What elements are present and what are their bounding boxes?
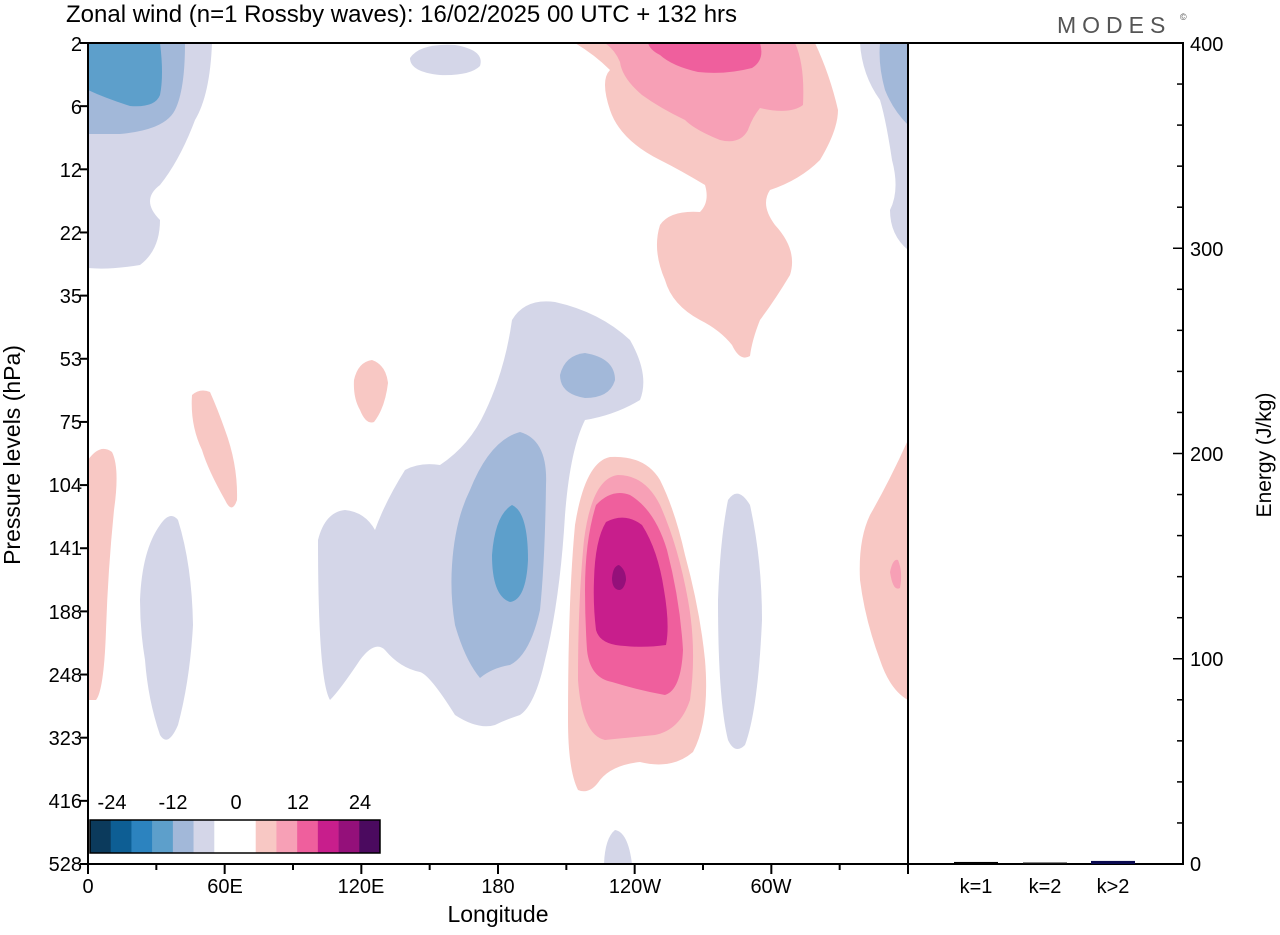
energy-tick-label: 0 (1190, 854, 1201, 876)
y-tick-label: 528 (49, 854, 82, 876)
colorbar-swatch (131, 820, 153, 853)
neg-region-left-lower (140, 516, 193, 740)
pos-region-center-l5 (612, 565, 626, 590)
colorbar-label: 0 (230, 792, 241, 814)
y-tick-label: 416 (49, 791, 82, 813)
chart-title: Zonal wind (n=1 Rossby waves): 16/02/202… (66, 1, 737, 28)
colorbar-label: 24 (349, 792, 371, 814)
pos-region-top-l1 (575, 43, 838, 358)
colorbar-swatch (255, 820, 277, 853)
y-axis-label: Pressure levels (hPa) (0, 345, 25, 565)
pos-region-top-l2 (605, 43, 804, 142)
energy-category-label: k>2 (1097, 876, 1130, 898)
colorbar-swatch (110, 820, 132, 853)
y-tick-label: 2 (71, 34, 82, 56)
energy-bars (954, 860, 1135, 864)
colorbar-swatch (172, 820, 194, 853)
y-tick-label: 12 (60, 160, 82, 182)
y-tick-label: 141 (49, 538, 82, 560)
y-tick-label: 104 (49, 475, 82, 497)
colorbar-swatches (90, 820, 381, 853)
y-tick-label: 53 (60, 349, 82, 371)
energy-bar-k=1 (954, 861, 998, 864)
y-tick-label: 323 (49, 728, 82, 750)
pos-region-left-mid (191, 390, 238, 508)
x-tick-label: 180 (481, 876, 514, 898)
contour-plot (88, 43, 908, 864)
energy-tick-label: 400 (1190, 34, 1223, 56)
pos-region-center-l4 (593, 517, 668, 647)
x-axis-label: Longitude (447, 901, 548, 927)
energy-tick-label: 300 (1190, 239, 1223, 261)
energy-bar-k=2 (1023, 862, 1067, 864)
energy-axis-label: Energy (J/kg) (1253, 393, 1276, 518)
energy-bar-k>2 (1091, 860, 1135, 864)
x-tick-marks (87, 864, 909, 874)
neg-region-central-l3 (492, 505, 528, 602)
colorbar-swatch (152, 820, 174, 853)
neg-region-upper-blob (560, 353, 615, 398)
colorbar-labels: -24 -12 0 12 24 (98, 792, 372, 814)
brand-logo: MODES (1057, 12, 1171, 38)
pos-region-mid-upper (353, 360, 388, 423)
colorbar-swatch (90, 820, 112, 853)
colorbar-label: -24 (98, 792, 127, 814)
x-tick-label: 60E (207, 876, 243, 898)
pos-region-right-edge-l1 (859, 440, 908, 700)
brand-mark: © (1180, 12, 1187, 22)
colorbar: -24 -12 0 12 24 (89, 792, 381, 854)
pos-region-top-l3 (648, 43, 762, 73)
neg-region-top-center (410, 44, 481, 76)
pos-region-left-edge (88, 448, 117, 700)
x-tick-label: 120E (338, 876, 385, 898)
x-tick-labels: 0 60E 120E 180 120W 60W (82, 876, 791, 898)
y-tick-label: 75 (60, 412, 82, 434)
pos-region-right-edge-l2 (890, 559, 902, 589)
energy-axis: 0 100 200 300 400 Energy (J/kg) (1173, 34, 1276, 876)
y-tick-label: 248 (49, 665, 82, 687)
colorbar-label: -12 (159, 792, 188, 814)
x-tick-label: 60W (750, 876, 791, 898)
y-tick-label: 6 (71, 97, 82, 119)
energy-tick-marks (1173, 42, 1183, 865)
x-axis: 0 60E 120E 180 120W 60W Longitude (82, 864, 909, 927)
neg-region-right-lower (718, 493, 762, 749)
colorbar-frame (89, 819, 381, 854)
neg-region-top-right-l2 (879, 43, 908, 125)
y-tick-label: 188 (49, 602, 82, 624)
colorbar-swatch (338, 820, 360, 853)
energy-category-label: k=1 (960, 876, 993, 898)
y-tick-label: 35 (60, 286, 82, 308)
energy-tick-label: 200 (1190, 444, 1223, 466)
energy-tick-label: 100 (1190, 649, 1223, 671)
colorbar-swatch (317, 820, 339, 853)
x-tick-label: 0 (82, 876, 93, 898)
colorbar-swatch (359, 820, 381, 853)
y-tick-label: 22 (60, 223, 82, 245)
energy-category-labels: k=1 k=2 k>2 (960, 876, 1130, 898)
colorbar-swatch (193, 820, 215, 853)
neg-region-bottom (604, 830, 632, 864)
energy-tick-labels: 0 100 200 300 400 (1190, 34, 1223, 876)
energy-category-label: k=2 (1029, 876, 1062, 898)
colorbar-label: 12 (287, 792, 309, 814)
y-tick-labels: 2 6 12 22 35 53 75 104 141 188 248 323 4… (49, 34, 82, 876)
colorbar-swatch (276, 820, 298, 853)
y-axis: 2 6 12 22 35 53 75 104 141 188 248 323 4… (0, 34, 88, 876)
colorbar-swatch (214, 820, 236, 853)
colorbar-swatch (297, 820, 319, 853)
colorbar-swatch (235, 820, 257, 853)
y-tick-marks (80, 42, 88, 865)
x-tick-label: 120W (609, 876, 661, 898)
neg-region-top-left-l3 (88, 43, 162, 107)
